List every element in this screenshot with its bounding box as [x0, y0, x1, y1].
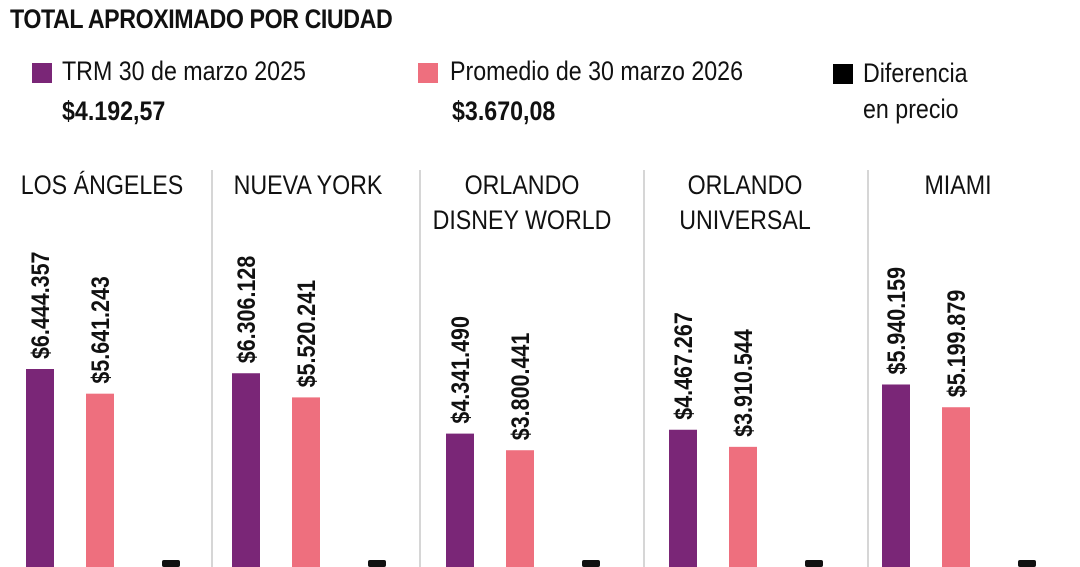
bar	[942, 407, 970, 567]
difference-mark	[582, 560, 600, 567]
difference-mark	[805, 560, 823, 567]
legend-swatch-pink	[418, 63, 438, 83]
category-label: ORLANDO	[465, 170, 580, 200]
data-label: $3.800.441	[506, 333, 534, 441]
data-label: $3.910.544	[729, 329, 757, 437]
bar	[26, 369, 54, 567]
legend-label: TRM 30 de marzo 2025	[62, 56, 306, 86]
legend-label-line2: en precio	[863, 94, 959, 124]
category-label: ORLANDO	[688, 170, 803, 200]
bar	[86, 393, 114, 567]
bar	[446, 433, 474, 567]
category-label: NUEVA YORK	[234, 170, 383, 200]
legend-label: Diferencia	[863, 58, 968, 88]
legend-rate: $3.670,08	[452, 96, 556, 126]
category-label: MIAMI	[924, 170, 991, 200]
legend-label: Promedio de 30 marzo 2026	[450, 56, 744, 86]
category-label: DISNEY WORLD	[433, 205, 612, 235]
data-label: $4.341.490	[446, 316, 474, 424]
data-label: $4.467.267	[669, 312, 697, 420]
category-label: LOS ÁNGELES	[21, 169, 184, 200]
data-label: $5.520.241	[292, 280, 320, 388]
data-label: $5.199.879	[942, 290, 970, 398]
data-label: $6.306.128	[232, 256, 260, 364]
legend-rate: $4.192,57	[62, 96, 166, 126]
difference-mark	[162, 560, 180, 567]
category-label: UNIVERSAL	[679, 205, 811, 235]
bar	[669, 429, 697, 567]
bar	[232, 373, 260, 567]
legend-swatch-purple	[32, 63, 52, 83]
bar	[729, 446, 757, 567]
data-label: $6.444.357	[26, 251, 54, 359]
data-label: $5.940.159	[882, 267, 910, 375]
difference-mark	[1018, 560, 1036, 567]
bar	[506, 450, 534, 567]
bar	[882, 384, 910, 567]
legend-swatch-black	[833, 64, 853, 84]
difference-mark	[368, 560, 386, 567]
bar	[292, 397, 320, 567]
chart-title: TOTAL APROXIMADO POR CIUDAD	[10, 4, 393, 34]
data-label: $5.641.243	[86, 276, 114, 384]
